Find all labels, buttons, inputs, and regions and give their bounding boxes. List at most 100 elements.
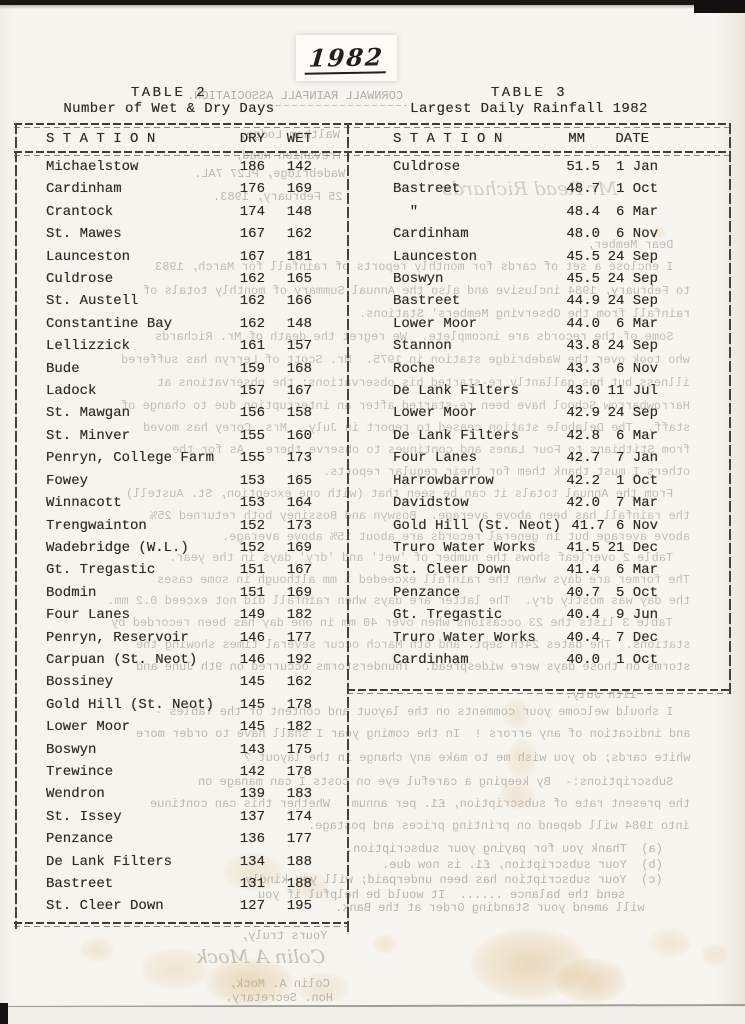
stain-blot bbox=[700, 944, 728, 966]
table3-bottom-border bbox=[347, 689, 731, 691]
table-row: Bodmin 151 169 bbox=[16, 582, 347, 604]
date-cell: 1 Oct bbox=[615, 651, 658, 668]
dry-cell: 186 bbox=[239, 159, 265, 175]
dry-cell: 153 bbox=[239, 495, 265, 512]
table-row: Penryn, Reservoir 146 177 bbox=[16, 627, 347, 649]
station-cell: Roche bbox=[393, 360, 436, 377]
table-top-border bbox=[14, 123, 731, 125]
dry-cell: 159 bbox=[239, 360, 265, 377]
date-cell: 21 Dec bbox=[607, 539, 658, 556]
date-cell: 6 Mar bbox=[615, 203, 658, 220]
table-row: Wadebridge (W.L.) 152 169 bbox=[16, 537, 347, 559]
table-row: Culdrose 51.5 1 Jan bbox=[347, 156, 731, 178]
dry-cell: 162 bbox=[239, 293, 265, 310]
mm-column-header: MM bbox=[568, 131, 585, 147]
showthrough-line: will amend your Standing Order at the Ba… bbox=[335, 901, 645, 915]
wet-cell: 162 bbox=[286, 674, 312, 691]
table-row: Bastreet 44.9 24 Sep bbox=[347, 290, 731, 312]
date-cell: 24 Sep bbox=[607, 338, 658, 355]
wet-cell: 173 bbox=[286, 517, 312, 534]
scanner-edge-bottom-left bbox=[0, 1003, 8, 1024]
station-cell: De Lank Filters bbox=[46, 853, 173, 870]
table3-title-line1: TABLE 3 bbox=[490, 85, 568, 101]
date-cell: 24 Sep bbox=[607, 405, 658, 422]
wet-cell: 162 bbox=[286, 226, 312, 243]
dry-cell: 145 bbox=[239, 696, 265, 713]
station-cell: Launceston bbox=[46, 248, 131, 265]
date-column-header: DATE bbox=[615, 131, 649, 147]
date-cell: 6 Nov bbox=[615, 360, 658, 377]
dry-cell: 143 bbox=[239, 741, 265, 758]
scanner-edge-top bbox=[0, 0, 745, 5]
wet-cell: 165 bbox=[286, 271, 312, 288]
dry-cell: 161 bbox=[239, 338, 265, 355]
table-row: De Lank Filters 134 188 bbox=[16, 851, 347, 873]
dry-cell: 139 bbox=[239, 786, 265, 803]
table-row: Bastreet 48.7 1 Oct bbox=[347, 178, 731, 200]
station-cell: Cardinham bbox=[393, 226, 469, 243]
table-row: St. Minver 155 160 bbox=[16, 425, 347, 447]
station-cell: St. Mawgan bbox=[46, 405, 131, 422]
table-row: Launceston 45.5 24 Sep bbox=[347, 246, 731, 268]
table2-bottom-border bbox=[14, 922, 348, 924]
station-cell: Harrowbarrow bbox=[393, 472, 494, 489]
dry-cell: 131 bbox=[239, 876, 265, 892]
table-row: Stannon 43.8 24 Sep bbox=[347, 335, 731, 357]
table-row: Trengwainton 152 173 bbox=[16, 515, 347, 537]
mm-cell: 43.8 bbox=[566, 338, 600, 355]
wet-cell: 148 bbox=[286, 203, 312, 220]
dry-cell: 152 bbox=[239, 539, 265, 556]
table-row: Launceston 167 181 bbox=[16, 246, 347, 268]
wet-cell: 174 bbox=[286, 808, 312, 825]
station-cell: Ladock bbox=[46, 383, 97, 400]
wet-cell: 192 bbox=[286, 651, 312, 668]
table-row: Ladock 157 167 bbox=[16, 380, 347, 402]
table-row: Boswyn 45.5 24 Sep bbox=[347, 268, 731, 290]
table-row: Gt. Tregastic 40.4 9 Jun bbox=[347, 604, 731, 626]
table-row: Cardinham 40.0 1 Oct bbox=[347, 649, 731, 671]
table3-bottom-border-echo bbox=[347, 693, 731, 694]
showthrough-line: (a) Thank you for paying your subscripti… bbox=[346, 842, 663, 856]
stain-blot bbox=[140, 948, 210, 990]
wet-dry-table-body: Michaelstow 186 142 Cardinham 176 169 Crantock… bbox=[16, 156, 347, 918]
dry-column-header: DRY bbox=[239, 131, 265, 147]
table-row: Culdrose 162 165 bbox=[16, 268, 347, 290]
stain-blot bbox=[372, 934, 398, 954]
showthrough-line: Yours truly, bbox=[240, 929, 327, 943]
date-cell: 5 Oct bbox=[615, 584, 658, 601]
station-cell: Bastreet bbox=[393, 181, 461, 198]
wet-cell: 169 bbox=[286, 584, 312, 601]
mm-cell: 40.4 bbox=[566, 629, 600, 646]
table-row: Four Lanes 42.7 7 Jan bbox=[347, 447, 731, 469]
station-cell: St. Mawes bbox=[46, 226, 122, 243]
station-cell: Penzance bbox=[46, 831, 114, 848]
wet-cell: 177 bbox=[286, 629, 312, 646]
stain-blot bbox=[470, 928, 590, 1000]
table2-bottom-border-echo bbox=[14, 926, 348, 927]
table-row: Wendron 139 183 bbox=[16, 783, 347, 805]
showthrough-underline bbox=[276, 105, 407, 106]
date-cell: 7 Mar bbox=[615, 495, 658, 512]
table2-title-line2: Number of Wet & Dry Days bbox=[63, 101, 275, 117]
table-row: Bastreet 131 188 bbox=[16, 873, 347, 895]
station-cell: Trewince bbox=[46, 763, 114, 780]
table-row: Carpuan (St. Neot) 146 192 bbox=[16, 649, 347, 671]
table-row: Truro Water Works 41.5 21 Dec bbox=[347, 537, 731, 559]
table-row: Lower Moor 42.9 24 Sep bbox=[347, 402, 731, 424]
table-row: Lellizzick 161 157 bbox=[16, 335, 347, 357]
dry-cell: 136 bbox=[239, 831, 265, 848]
table-row: St. Mawes 167 162 bbox=[16, 223, 347, 245]
dry-cell: 145 bbox=[239, 719, 265, 736]
mm-cell: 45.5 bbox=[566, 271, 600, 288]
table-row: St. Cleer Down 41.4 6 Mar bbox=[347, 559, 731, 581]
station-cell: Launceston bbox=[393, 248, 478, 265]
dry-cell: 146 bbox=[239, 651, 265, 668]
mm-cell: 44.0 bbox=[566, 315, 600, 332]
date-cell: 1 Oct bbox=[615, 181, 658, 198]
dry-cell: 127 bbox=[239, 898, 265, 915]
table-row: Michaelstow 186 142 bbox=[16, 156, 347, 178]
wet-cell: 177 bbox=[286, 831, 312, 848]
table-row: St. Cleer Down 127 195 bbox=[16, 895, 347, 917]
station-cell: Constantine Bay bbox=[46, 315, 173, 332]
station-cell: Truro Water Works bbox=[393, 539, 536, 556]
